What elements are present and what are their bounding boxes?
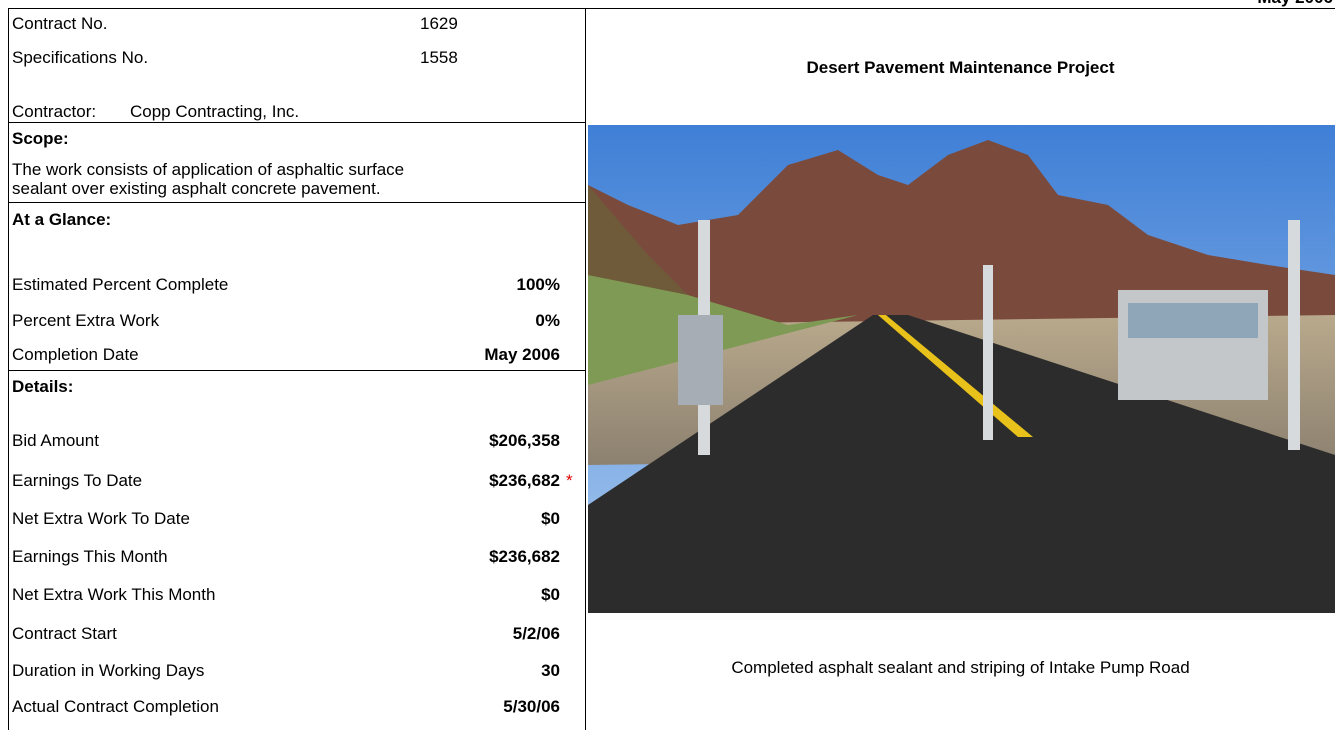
row-value: 0% [535, 311, 560, 331]
scope-text: sealant over existing asphalt concrete p… [12, 179, 381, 199]
row-value: May 2006 [484, 345, 560, 365]
row-value: $206,358 [489, 431, 560, 451]
row-label: Earnings To Date [12, 471, 142, 491]
section-heading: Details: [12, 377, 73, 397]
section-heading: At a Glance: [12, 210, 111, 230]
photo-caption: Completed asphalt sealant and striping o… [586, 658, 1335, 678]
page: {"header": {"date": "May 2006"}, "contra… [0, 0, 1335, 730]
row-label: Earnings This Month [12, 547, 168, 567]
row-value: $236,682 [489, 547, 560, 567]
rule [8, 202, 586, 203]
row-value: 5/30/06 [503, 697, 560, 717]
row-label: Bid Amount [12, 431, 99, 451]
rule [8, 370, 586, 371]
value: 1629 [420, 14, 458, 34]
row-label: Contract Start [12, 624, 117, 644]
report-date: May 2006 [1257, 0, 1333, 8]
rule [8, 8, 1335, 9]
project-photo [588, 125, 1335, 613]
note-marker: * [566, 471, 573, 491]
row-value: $0 [541, 585, 560, 605]
row-value: 100% [517, 275, 560, 295]
row-label: Duration in Working Days [12, 661, 204, 681]
rule [585, 8, 586, 730]
row-label: Net Extra Work This Month [12, 585, 215, 605]
rule [8, 122, 586, 123]
label: Contract No. [12, 14, 107, 34]
row-label: Net Extra Work To Date [12, 509, 190, 529]
scope-text: The work consists of application of asph… [12, 160, 404, 180]
row-label: Completion Date [12, 345, 139, 365]
section-heading: Scope: [12, 129, 69, 149]
value: Copp Contracting, Inc. [130, 102, 299, 122]
label: Contractor: [12, 102, 96, 122]
project-title: Desert Pavement Maintenance Project [586, 58, 1335, 78]
row-value: $236,682 [489, 471, 560, 491]
row-value: 5/2/06 [513, 624, 560, 644]
rule [8, 8, 9, 730]
label: Specifications No. [12, 48, 148, 68]
row-value: $0 [541, 509, 560, 529]
row-label: Actual Contract Completion [12, 697, 219, 717]
value: 1558 [420, 48, 458, 68]
row-value: 30 [541, 661, 560, 681]
row-label: Estimated Percent Complete [12, 275, 228, 295]
row-label: Percent Extra Work [12, 311, 159, 331]
